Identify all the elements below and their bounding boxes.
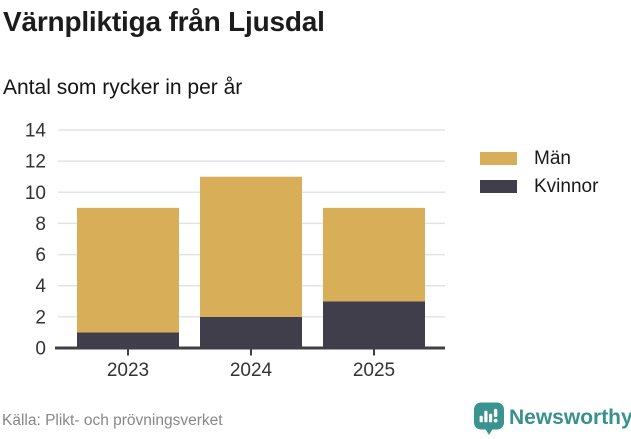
bar-segment-män-2023 — [77, 207, 179, 333]
legend: Män Kvinnor — [480, 146, 598, 199]
newsworthy-logo-icon — [474, 402, 504, 435]
y-tick-label: 8 — [35, 214, 46, 235]
x-tick-label: 2025 — [353, 360, 395, 381]
bar-chart: 2023 2024 2025 0 2 4 6 8 10 12 14 — [25, 121, 445, 381]
legend-label: Män — [534, 148, 571, 169]
y-tick-label: 4 — [35, 276, 46, 297]
y-tick-label: 2 — [35, 307, 46, 328]
bar-segment-kvinnor-2023 — [77, 332, 179, 348]
legend-swatch — [480, 180, 517, 193]
bar-segment-män-2025 — [323, 207, 425, 302]
y-tick-label: 12 — [25, 152, 46, 173]
source-text: Källa: Plikt- och prövningsverket — [2, 412, 223, 429]
legend-swatch — [480, 152, 517, 165]
newsworthy-logo[interactable]: Newsworthy — [474, 402, 631, 436]
legend-item-kvinnor: Kvinnor — [480, 174, 598, 199]
chart-subtitle: Antal som rycker in per år — [3, 76, 243, 99]
y-tick-label: 6 — [35, 245, 46, 266]
newsworthy-brand-text: Newsworthy — [509, 406, 631, 429]
legend-item-män: Män — [480, 146, 598, 171]
bar-segment-män-2024 — [200, 176, 302, 317]
bar-segment-kvinnor-2024 — [200, 316, 302, 348]
legend-label: Kvinnor — [534, 176, 599, 197]
x-tick-label: 2023 — [107, 360, 149, 381]
y-tick-label: 0 — [35, 339, 46, 360]
mini-bar-chart-glyph — [479, 408, 498, 423]
bar-segment-kvinnor-2025 — [323, 301, 425, 348]
y-tick-label: 10 — [25, 183, 46, 204]
y-tick-label: 14 — [25, 121, 47, 142]
chart-title: Värnpliktiga från Ljusdal — [3, 6, 325, 37]
x-tick-label: 2024 — [230, 360, 273, 381]
